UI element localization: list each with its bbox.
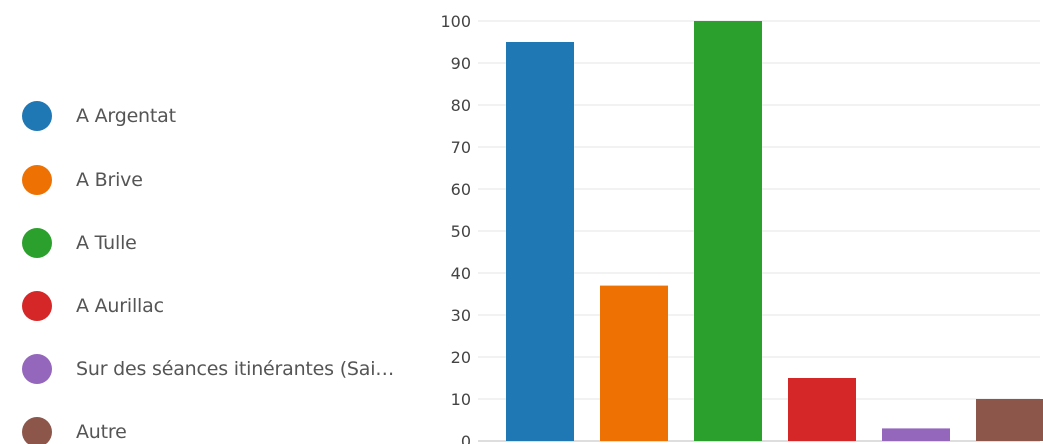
y-tick-label: 20 (451, 348, 471, 367)
bar-5[interactable] (882, 428, 950, 441)
y-tick-label: 100 (440, 12, 471, 31)
bar-4[interactable] (788, 378, 856, 441)
y-tick-label: 70 (451, 138, 471, 157)
legend-label: A Brive (76, 169, 143, 191)
legend-label: A Tulle (76, 232, 137, 254)
legend-label: A Argentat (76, 105, 176, 127)
bar-1[interactable] (506, 42, 574, 441)
legend-swatch-icon (22, 354, 52, 384)
legend-swatch-icon (22, 101, 52, 131)
legend-item[interactable]: Sur des séances itinérantes (Sai… (22, 353, 394, 385)
legend-label: Sur des séances itinérantes (Sai… (76, 358, 395, 380)
legend-label: Autre (76, 421, 127, 443)
legend-label: A Aurillac (76, 295, 164, 317)
bar-2[interactable] (600, 285, 668, 441)
y-tick-label: 80 (451, 96, 471, 115)
legend-swatch-icon (22, 417, 52, 444)
y-tick-label: 30 (451, 306, 471, 325)
y-tick-label: 50 (451, 222, 471, 241)
y-tick-label: 90 (451, 54, 471, 73)
legend-item[interactable]: Autre (22, 416, 127, 444)
y-tick-label: 10 (451, 390, 471, 409)
legend-item[interactable]: A Aurillac (22, 290, 164, 322)
legend-swatch-icon (22, 291, 52, 321)
y-tick-label: 0 (461, 432, 471, 444)
legend-item[interactable]: A Tulle (22, 227, 137, 259)
legend-swatch-icon (22, 165, 52, 195)
y-tick-label: 60 (451, 180, 471, 199)
legend-item[interactable]: A Brive (22, 164, 143, 196)
bar-6[interactable] (976, 399, 1043, 441)
bar-3[interactable] (694, 21, 762, 441)
legend-swatch-icon (22, 228, 52, 258)
legend-item[interactable]: A Argentat (22, 100, 176, 132)
chart-legend: A Argentat A Brive A Tulle A Aurillac Sur de… (0, 0, 440, 444)
y-tick-label: 40 (451, 264, 471, 283)
